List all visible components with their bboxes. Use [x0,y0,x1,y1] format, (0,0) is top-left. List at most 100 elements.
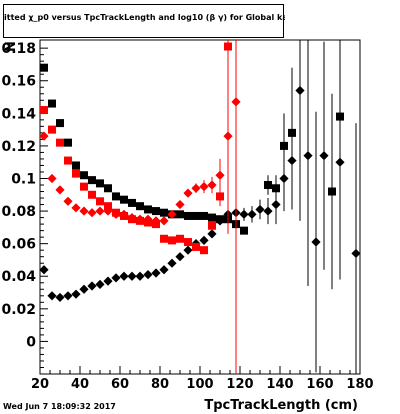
data-point-diamond [335,157,345,167]
data-point-diamond [63,291,73,301]
data-point-diamond [87,208,97,218]
data-point-square [48,125,56,134]
data-point-diamond [279,173,289,184]
data-point-diamond [95,279,105,289]
data-point-square [144,205,152,214]
data-point-diamond [103,206,113,216]
data-point-square [200,246,208,255]
data-point-square [168,236,176,245]
data-point-square [88,190,96,199]
data-point-square [192,242,200,251]
data-point-square [184,211,192,220]
data-point-diamond [159,265,169,275]
data-point-diamond [175,199,185,210]
data-point-diamond [143,214,153,224]
data-point-diamond [247,209,257,219]
data-point-diamond [231,97,241,107]
data-point-diamond [215,170,225,180]
data-point-diamond [175,252,185,262]
data-point-diamond [239,209,249,219]
data-point-diamond [55,185,65,195]
data-point-square [184,238,192,247]
data-point-diamond [47,173,57,184]
data-point-diamond [135,271,145,281]
data-point-diamond [199,235,209,245]
data-point-diamond [191,183,201,193]
data-point-diamond [303,151,313,161]
data-point-square [176,234,184,243]
data-point-diamond [143,270,153,280]
data-point-diamond [319,151,329,161]
data-point-diamond [71,203,81,213]
data-point-diamond [111,273,121,283]
data-point-diamond [135,214,145,224]
data-point-diamond [183,245,193,255]
x-tick-label: 40 [71,377,89,392]
data-point-square [80,182,88,191]
data-point-diamond [47,291,57,301]
x-tick-label: 100 [186,377,213,392]
data-point-diamond [79,284,89,294]
data-point-square [216,192,224,201]
y-axis-label: N [4,41,19,52]
data-point-diamond [40,265,49,275]
data-point-square [56,119,64,128]
data-point-square [128,198,136,207]
data-point-diamond [127,271,137,281]
y-tick-label: 0.06 [1,237,36,253]
data-layer [40,40,360,374]
x-tick-label: 180 [346,377,373,392]
data-point-square [208,213,216,222]
y-tick-label: 0.08 [1,204,36,220]
data-point-diamond [167,258,177,268]
data-point-diamond [263,206,273,216]
data-point-square [120,195,128,204]
x-axis-label: TpcTrackLength (cm) [204,398,358,413]
chart-title: itted χ_p0 versus TpcTrackLength and log… [4,13,285,22]
data-point-square [104,184,112,193]
y-tick-label: 0.16 [1,74,36,90]
data-point-square [208,221,216,230]
data-point-diamond [167,209,177,219]
data-point-square [64,138,72,147]
data-point-square [56,138,64,147]
x-tick-label: 80 [151,377,169,392]
data-point-diamond [151,268,161,278]
data-point-square [112,192,120,201]
data-point-square [192,211,200,220]
data-point-diamond [79,206,89,216]
data-point-diamond [119,209,129,219]
y-tick-label: 0.14 [1,106,36,122]
y-tick-label: 0.04 [1,269,36,285]
data-point-diamond [103,276,113,286]
chart-title-box: itted χ_p0 versus TpcTrackLength and log… [3,4,285,38]
data-point-diamond [127,212,137,223]
data-point-diamond [271,199,281,210]
data-point-square [80,171,88,180]
x-tick-label: 120 [226,377,253,392]
data-point-diamond [71,289,81,299]
datestamp: Wed Jun 7 18:09:32 2017 [3,402,116,411]
y-tick-label: 0.18 [1,41,36,57]
x-tick-label: 160 [306,377,333,392]
data-point-square [72,169,80,178]
data-point-diamond [151,216,161,226]
data-point-diamond [183,188,193,198]
data-point-square [152,207,160,216]
data-point-diamond [207,229,217,239]
data-point-square [176,210,184,219]
data-point-square [136,202,144,211]
y-tick-label: 0.1 [11,171,36,187]
data-point-square [96,179,104,188]
data-point-square [48,99,56,108]
data-point-diamond [287,155,297,166]
x-tick-label: 20 [31,377,49,392]
data-point-diamond [215,216,225,226]
data-point-diamond [255,204,265,215]
data-point-square [264,181,272,190]
data-point-square [240,226,248,235]
data-point-diamond [95,206,105,216]
data-point-square [328,187,336,196]
data-point-diamond [119,271,129,281]
